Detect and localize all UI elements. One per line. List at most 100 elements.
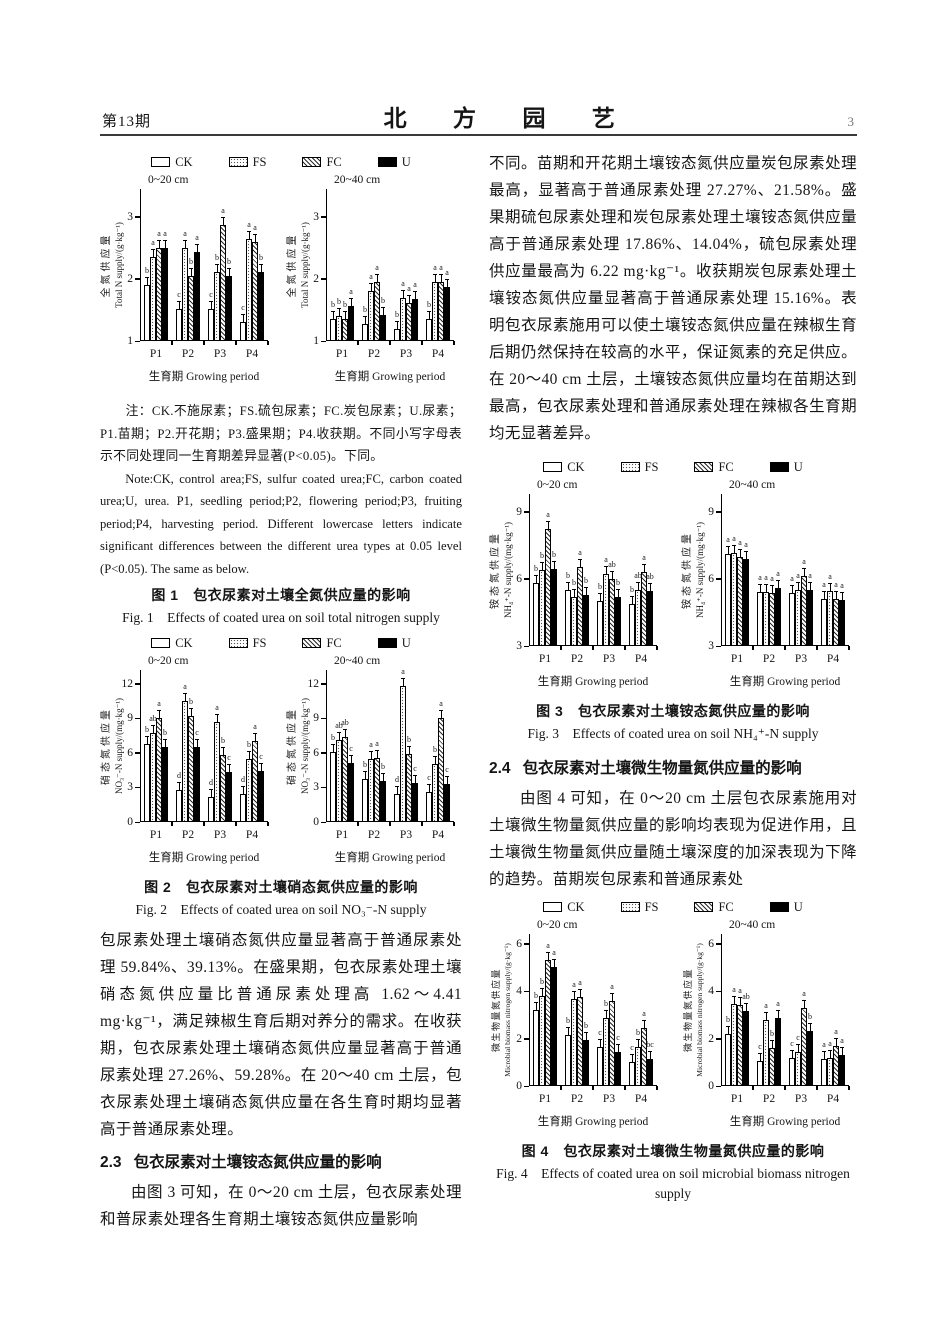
figure-3-charts: CK FS FC U 铵态氮供应量 NH₄⁺-N supply/(mg·kg⁻¹) 0~20…: [489, 459, 857, 696]
error-bar: [255, 233, 256, 242]
significance-letter: a: [247, 219, 251, 229]
error-bar: [798, 582, 799, 591]
y-tick-label: 3: [708, 640, 714, 652]
bar-ck-P2: [362, 323, 368, 341]
bar-fs-P4: [827, 591, 833, 646]
significance-letter: ab: [335, 721, 343, 731]
legend-item-fc: FC: [694, 460, 734, 475]
soil-depth-label: 0~20 cm: [537, 479, 578, 491]
y-tick-label: 3: [516, 640, 522, 652]
chart-legend: CK FS FC U: [489, 899, 857, 915]
bar-fs-P1: [731, 553, 737, 646]
figure-1-note-zh: 注：CK.不施尿素；FS.硫包尿素；FC.炭包尿素；U.尿素；P1.苗期；P2.…: [100, 404, 462, 463]
error-bar-cap: [802, 567, 806, 569]
y-tick-label: 12: [121, 677, 134, 690]
x-tick: [656, 646, 658, 650]
error-bar-cap: [744, 1003, 748, 1005]
error-bar: [644, 1019, 645, 1028]
bar-ck-P1: [533, 583, 539, 646]
significance-letter: a: [828, 572, 832, 582]
x-category-label: P2: [762, 653, 776, 665]
significance-letter: b: [331, 300, 335, 310]
soil-depth-label: 20~40 cm: [729, 479, 776, 491]
significance-letter: a: [439, 699, 443, 709]
error-bar: [365, 315, 366, 324]
significance-letter: b: [534, 564, 538, 574]
x-tick: [624, 646, 626, 650]
paragraph-2-4: 由图 4 可知，在 0～20 cm 土层包衣尿素施用对土壤微生物量氮供应量的影响…: [489, 790, 857, 888]
chart-panel: 微生物量氮供应量 Microbial biomass nitrogen suppl…: [489, 918, 665, 1136]
error-bar: [197, 739, 198, 748]
error-bar: [249, 750, 250, 759]
error-bar-cap: [738, 997, 742, 999]
y-axis-label-en: Microbial biomass nitrogen supply/(g·kg⁻…: [695, 943, 704, 1077]
error-bar-cap: [534, 575, 538, 577]
significance-letter: b: [540, 976, 544, 986]
error-bar: [397, 320, 398, 329]
bar-ck-P1: [330, 319, 336, 341]
error-bar: [179, 781, 180, 790]
error-bar: [548, 952, 549, 961]
significance-letter: b: [540, 551, 544, 560]
error-bar-cap: [732, 545, 736, 547]
x-tick: [624, 1086, 626, 1090]
y-axis-label-zh: 铵态氮供应量: [490, 531, 501, 609]
error-bar-cap: [209, 788, 213, 790]
error-bar-cap: [604, 566, 608, 568]
significance-letter: a: [445, 268, 449, 278]
error-bar: [810, 1023, 811, 1032]
bar-ck-P4: [240, 794, 246, 822]
plot-area: [140, 670, 268, 822]
x-category-label: P4: [245, 348, 259, 360]
error-bar: [159, 710, 160, 719]
error-bar: [377, 749, 378, 758]
y-axis-label-zh: 硝态氮供应量: [287, 707, 298, 785]
bar-ck-P4: [426, 319, 432, 341]
y-tick-label: 6: [516, 937, 522, 950]
significance-letter: a: [840, 581, 844, 591]
error-bar-cap: [363, 315, 367, 317]
significance-letter: a: [413, 279, 417, 289]
error-bar-cap: [764, 584, 768, 586]
error-bar: [371, 283, 372, 292]
y-tick-label: 4: [708, 985, 714, 997]
error-bar-cap: [840, 1047, 844, 1049]
error-bar-cap: [253, 733, 257, 735]
bar-u-P2: [380, 780, 386, 822]
error-bar-cap: [331, 311, 335, 313]
error-bar-cap: [163, 739, 167, 741]
error-bar: [333, 743, 334, 752]
error-bar-cap: [540, 562, 544, 563]
error-bar: [638, 582, 639, 591]
significance-letter: a: [375, 738, 379, 748]
error-bar: [351, 755, 352, 764]
y-tick-label: 3: [127, 210, 133, 223]
y-axis-label-zh: 全氮供应量: [287, 232, 298, 298]
x-axis-title: 生育期 Growing period: [729, 1116, 841, 1128]
error-bar: [740, 548, 741, 557]
error-bar-cap: [726, 546, 730, 548]
significance-letter: a: [828, 1038, 832, 1048]
plot-area: [326, 189, 454, 341]
significance-letter: a: [157, 228, 161, 238]
bar-ck-P3: [208, 796, 214, 822]
error-bar-cap: [253, 233, 257, 235]
error-bar: [804, 999, 805, 1008]
bar-fs-P1: [336, 740, 342, 822]
x-category-label: P1: [730, 1093, 744, 1105]
error-bar: [568, 582, 569, 591]
chart-panel: 铵态氮供应量 NH₄⁺-N supply/(mg·kg⁻¹) 0~20 cm 3 6 9 b…: [489, 478, 665, 696]
bar-fc-P1: [545, 960, 551, 1086]
significance-letter: a: [808, 571, 812, 581]
significance-letter: a: [253, 222, 257, 232]
figure-2-caption-en: Fig. 2 Effects of coated urea on soil NO…: [135, 902, 427, 917]
y-tick: [135, 786, 140, 789]
y-tick: [716, 511, 721, 513]
error-bar-cap: [381, 772, 385, 774]
bar-fs-P2: [571, 596, 577, 646]
bar-fs-P1: [539, 995, 545, 1086]
bar-fc-P2: [374, 757, 380, 822]
y-tick: [524, 943, 529, 945]
significance-letter: c: [445, 765, 449, 774]
error-bar: [429, 784, 430, 793]
